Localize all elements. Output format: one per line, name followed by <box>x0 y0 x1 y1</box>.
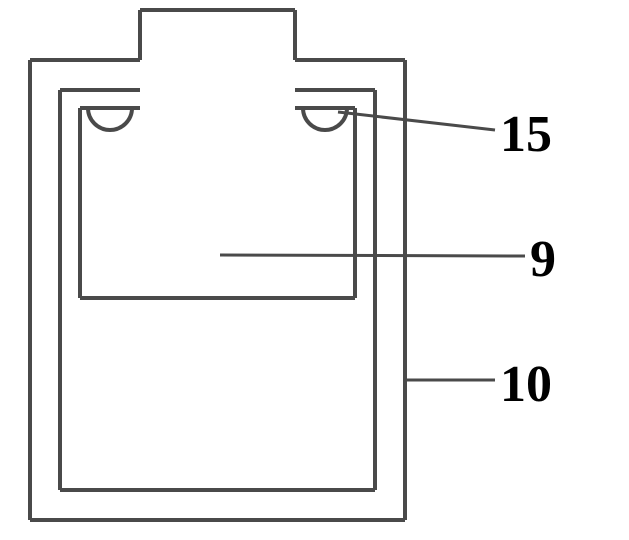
label-10: 10 <box>500 355 552 414</box>
label-15: 15 <box>500 105 552 164</box>
label-9: 9 <box>530 230 556 289</box>
diagram-root: { "labels": { "l15": "15", "l9": "9", "l… <box>0 0 629 540</box>
